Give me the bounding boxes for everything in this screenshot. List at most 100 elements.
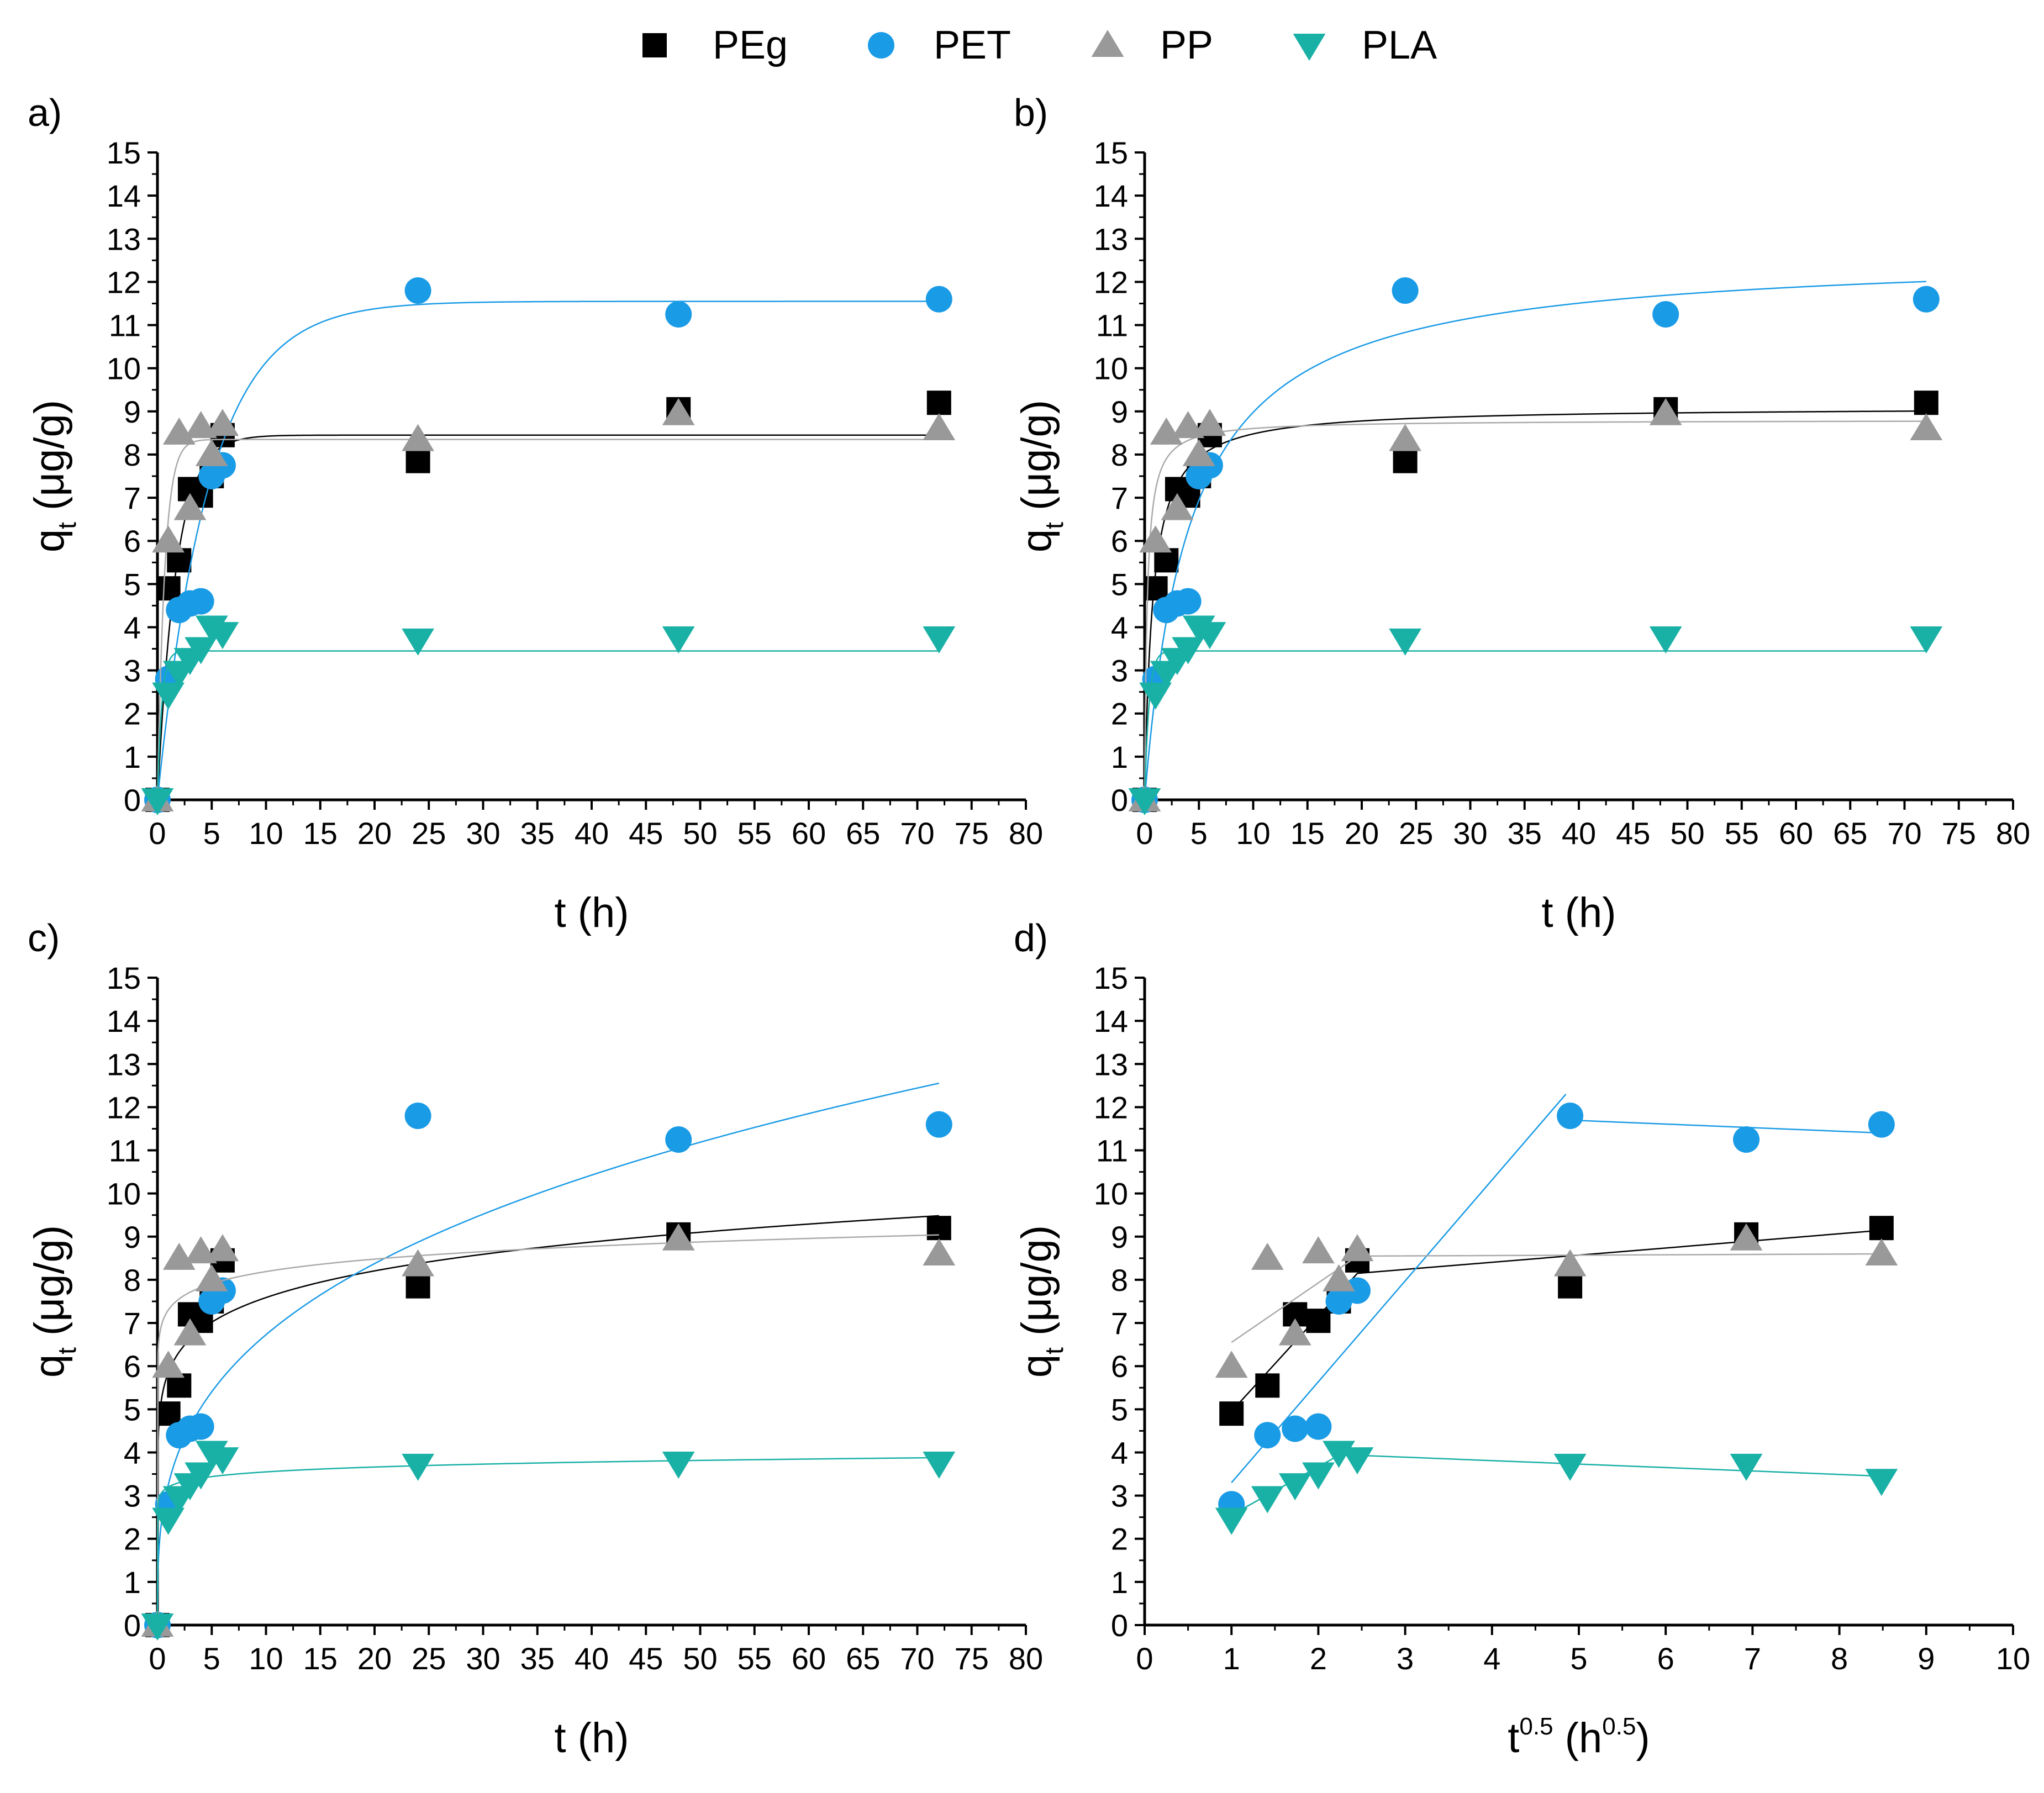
data-point-pp xyxy=(662,1223,695,1251)
data-point-pla xyxy=(1910,626,1943,653)
y-tick-label: 1 xyxy=(124,1565,141,1600)
data-point-pp xyxy=(195,439,228,466)
data-point-pp xyxy=(206,409,239,436)
y-axis-title: qt (μg/g) xyxy=(1013,1225,1068,1378)
data-point-pla xyxy=(152,682,185,710)
data-point-pet xyxy=(1557,1103,1584,1130)
y-tick-label: 3 xyxy=(1111,653,1128,688)
series-pp xyxy=(1128,398,1943,811)
data-point-pp xyxy=(1215,1351,1248,1378)
series-pla xyxy=(141,615,956,815)
data-point-pet xyxy=(187,1413,214,1440)
series-pp xyxy=(1215,1223,1898,1378)
series-pla xyxy=(1128,615,1943,815)
data-point-pla xyxy=(141,1613,174,1641)
data-point-pla xyxy=(662,1452,695,1479)
data-point-pp xyxy=(1730,1223,1763,1251)
y-axis-title: qt (μg/g) xyxy=(26,400,81,552)
y-tick-label: 0 xyxy=(124,783,141,818)
data-point-peg xyxy=(405,449,430,473)
data-point-pp xyxy=(1649,398,1682,425)
fit-line-pla xyxy=(1144,650,1926,800)
legend-item-pet: PET xyxy=(868,23,1011,67)
data-point-pet xyxy=(1174,588,1202,615)
y-tick-label: 8 xyxy=(1111,437,1128,472)
legend-label: PP xyxy=(1160,23,1213,67)
x-tick-label: 35 xyxy=(520,816,555,851)
data-point-pla xyxy=(206,1447,239,1475)
data-point-pp xyxy=(173,1318,207,1346)
x-tick-label: 50 xyxy=(683,816,717,851)
y-tick-label: 9 xyxy=(1111,394,1128,429)
series-pp xyxy=(141,1223,956,1637)
y-tick-label: 9 xyxy=(124,1220,141,1254)
data-point-pet xyxy=(1344,1277,1371,1304)
panel-label: b) xyxy=(1014,91,1048,134)
y-tick-label: 15 xyxy=(107,135,141,170)
data-point-pla xyxy=(1865,1469,1898,1496)
fit-line-pp xyxy=(156,439,939,800)
x-tick-label: 40 xyxy=(575,816,609,851)
data-point-pp xyxy=(1302,1236,1335,1264)
y-tick-label: 2 xyxy=(124,697,141,731)
y-tick-label: 5 xyxy=(1111,567,1128,602)
x-tick-label: 65 xyxy=(846,1641,880,1676)
y-tick-label: 12 xyxy=(107,265,141,299)
data-point-peg xyxy=(1914,391,1938,415)
legend: PEg PET PP PLA xyxy=(642,23,1437,67)
x-tick-label: 50 xyxy=(683,1641,717,1676)
y-tick-label: 10 xyxy=(107,1177,141,1211)
y-tick-label: 10 xyxy=(1094,351,1128,386)
data-point-pla xyxy=(1730,1453,1763,1481)
data-point-pp xyxy=(152,1351,185,1378)
x-tick-label: 0 xyxy=(1136,816,1153,851)
x-tick-label: 65 xyxy=(846,816,880,851)
series-peg xyxy=(145,1215,951,1637)
y-tick-label: 2 xyxy=(1111,1522,1128,1557)
x-tick-label: 80 xyxy=(1996,816,2030,851)
data-point-peg xyxy=(1558,1274,1583,1299)
data-point-pp xyxy=(923,1238,956,1266)
data-point-pp xyxy=(195,1264,228,1291)
series-pla xyxy=(1215,1441,1898,1535)
y-tick-label: 14 xyxy=(1094,178,1128,213)
y-tick-label: 12 xyxy=(107,1090,141,1125)
x-tick-label: 20 xyxy=(357,1641,392,1676)
series-peg xyxy=(1132,391,1938,812)
panel-label: a) xyxy=(28,91,62,134)
data-point-pp xyxy=(662,398,695,425)
series-pet xyxy=(144,277,952,813)
legend-marker-pp xyxy=(1091,30,1124,57)
fit-line-pp xyxy=(156,1234,939,1626)
x-tick-label: 70 xyxy=(1887,816,1921,851)
x-tick-label: 1 xyxy=(1223,1641,1240,1676)
series-peg xyxy=(145,391,951,812)
y-tick-label: 4 xyxy=(1111,1435,1128,1470)
data-point-pla xyxy=(1389,628,1421,656)
data-point-pla xyxy=(402,628,434,656)
x-tick-label: 25 xyxy=(412,816,446,851)
y-tick-label: 3 xyxy=(1111,1479,1128,1513)
data-point-pla xyxy=(1341,1447,1374,1475)
y-tick-label: 6 xyxy=(1111,1349,1128,1384)
x-tick-label: 25 xyxy=(1399,816,1433,851)
fit-line-pet xyxy=(1231,1094,1883,1483)
x-tick-label: 75 xyxy=(955,816,989,851)
x-tick-label: 20 xyxy=(1345,816,1379,851)
x-tick-label: 45 xyxy=(1616,816,1650,851)
x-tick-label: 75 xyxy=(1942,816,1976,851)
data-point-pet xyxy=(665,1126,692,1153)
x-axis-title: t (h) xyxy=(554,1715,629,1762)
x-tick-label: 0 xyxy=(149,816,166,851)
x-tick-label: 10 xyxy=(249,1641,283,1676)
y-tick-label: 15 xyxy=(1094,135,1128,170)
x-tick-label: 40 xyxy=(575,1641,609,1676)
y-tick-label: 11 xyxy=(109,1133,141,1168)
y-tick-label: 13 xyxy=(1094,222,1128,256)
x-tick-label: 70 xyxy=(900,1641,934,1676)
data-point-peg xyxy=(926,391,951,415)
data-point-pla xyxy=(185,637,217,665)
